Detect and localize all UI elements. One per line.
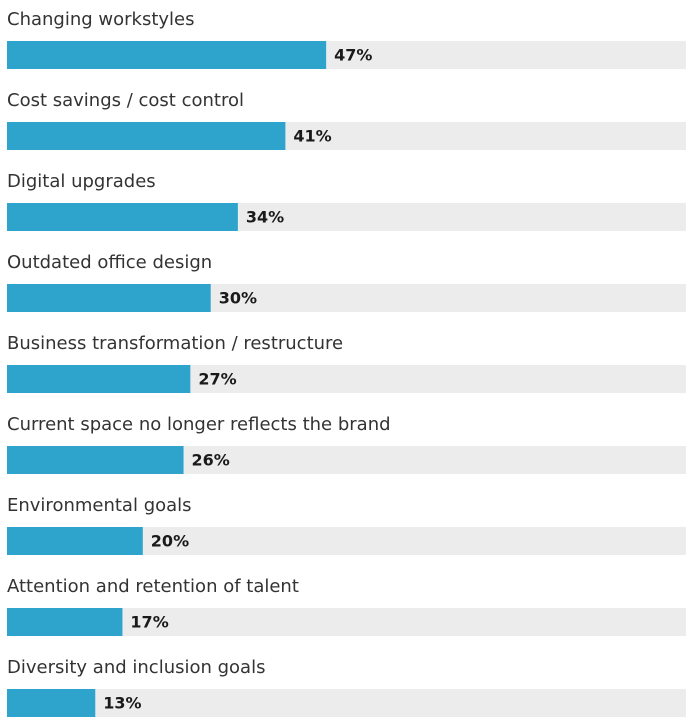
bar — [7, 41, 327, 69]
bar — [7, 608, 123, 636]
value-label: 13% — [103, 694, 141, 713]
category-label: Outdated office design — [7, 252, 212, 273]
bar — [7, 527, 143, 555]
category-label: Current space no longer reflects the bra… — [7, 414, 391, 435]
value-label: 47% — [334, 46, 372, 65]
bar — [7, 203, 238, 231]
bar — [7, 365, 191, 393]
category-label: Attention and retention of talent — [7, 576, 299, 597]
value-label: 34% — [246, 208, 284, 227]
value-label: 27% — [198, 370, 236, 389]
value-label: 41% — [293, 127, 331, 146]
bar-track — [7, 689, 686, 717]
bar — [7, 689, 96, 717]
bar — [7, 122, 286, 150]
value-label: 26% — [192, 451, 230, 470]
bar — [7, 284, 211, 312]
category-label: Diversity and inclusion goals — [7, 657, 265, 678]
category-label: Digital upgrades — [7, 171, 156, 192]
value-label: 20% — [151, 532, 189, 551]
bar — [7, 446, 184, 474]
value-label: 30% — [219, 289, 257, 308]
category-label: Environmental goals — [7, 495, 192, 516]
category-label: Changing workstyles — [7, 9, 195, 30]
value-label: 17% — [130, 613, 168, 632]
category-label: Cost savings / cost control — [7, 90, 244, 111]
category-label: Business transformation / restructure — [7, 333, 343, 354]
